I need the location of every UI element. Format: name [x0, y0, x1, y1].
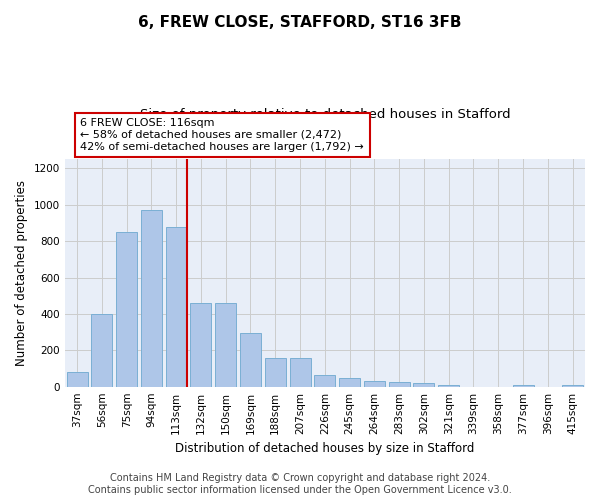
Bar	[314, 375, 335, 386]
Bar	[389, 382, 410, 386]
Bar	[215, 303, 236, 386]
Bar	[438, 385, 459, 386]
Bar	[190, 303, 211, 386]
Bar	[562, 385, 583, 386]
X-axis label: Distribution of detached houses by size in Stafford: Distribution of detached houses by size …	[175, 442, 475, 455]
Bar	[240, 333, 261, 386]
Bar	[141, 210, 162, 386]
Bar	[290, 358, 311, 386]
Text: 6 FREW CLOSE: 116sqm
← 58% of detached houses are smaller (2,472)
42% of semi-de: 6 FREW CLOSE: 116sqm ← 58% of detached h…	[80, 118, 364, 152]
Bar	[339, 378, 360, 386]
Bar	[166, 226, 187, 386]
Text: 6, FREW CLOSE, STAFFORD, ST16 3FB: 6, FREW CLOSE, STAFFORD, ST16 3FB	[138, 15, 462, 30]
Bar	[413, 384, 434, 386]
Bar	[116, 232, 137, 386]
Bar	[91, 314, 112, 386]
Bar	[67, 372, 88, 386]
Bar	[265, 358, 286, 386]
Bar	[364, 381, 385, 386]
Bar	[512, 385, 533, 386]
Title: Size of property relative to detached houses in Stafford: Size of property relative to detached ho…	[140, 108, 510, 120]
Y-axis label: Number of detached properties: Number of detached properties	[15, 180, 28, 366]
Text: Contains HM Land Registry data © Crown copyright and database right 2024.
Contai: Contains HM Land Registry data © Crown c…	[88, 474, 512, 495]
